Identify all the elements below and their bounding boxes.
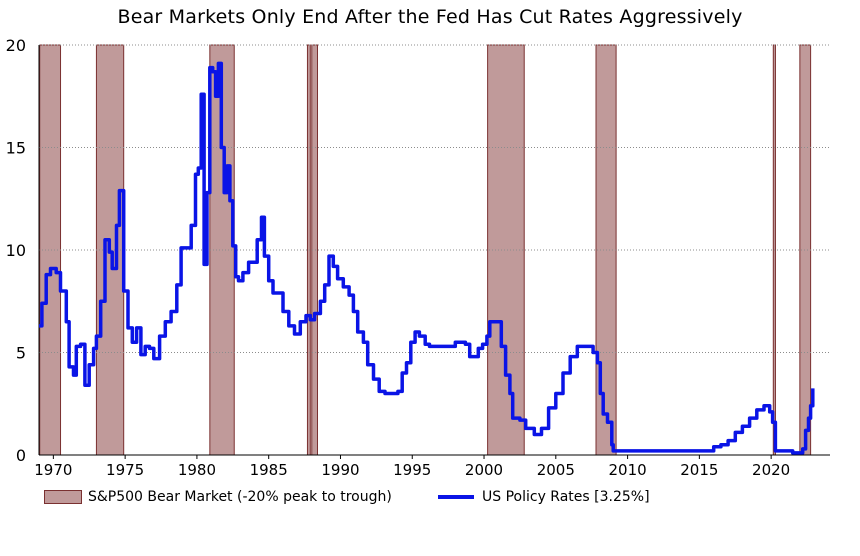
x-tick-label: 2005 bbox=[537, 461, 575, 479]
bear-market-bands bbox=[39, 44, 812, 456]
x-tick-label: 1985 bbox=[250, 461, 288, 479]
x-tick-label: 1995 bbox=[393, 461, 431, 479]
gridlines bbox=[39, 44, 830, 353]
y-tick-label: 20 bbox=[6, 36, 26, 55]
x-tick-label: 2015 bbox=[680, 461, 718, 479]
chart-title: Bear Markets Only End After the Fed Has … bbox=[117, 6, 743, 28]
policy-rate-swatch bbox=[438, 495, 474, 499]
y-tick-label: 15 bbox=[6, 139, 26, 158]
policy-rate-line bbox=[39, 61, 815, 455]
x-tick-label: 1980 bbox=[178, 461, 216, 479]
tick-labels: 0 5 10 15 20 1970 1975 1980 1985 1990 1995 2000 2005… bbox=[6, 36, 791, 479]
bear-market-band bbox=[487, 44, 525, 456]
x-tick-label: 1975 bbox=[106, 461, 144, 479]
x-tick-label: 2000 bbox=[465, 461, 503, 479]
legend-item-policy-rates: US Policy Rates [3.25%] bbox=[438, 489, 650, 505]
x-tick-label: 2010 bbox=[608, 461, 646, 479]
rate-line-layer bbox=[39, 61, 815, 455]
x-tick-label: 2020 bbox=[752, 461, 790, 479]
y-tick-label: 0 bbox=[16, 446, 26, 465]
legend-label-bear-market: S&P500 Bear Market (-20% peak to trough) bbox=[88, 489, 392, 505]
legend-item-bear-market: S&P500 Bear Market (-20% peak to trough) bbox=[44, 489, 392, 505]
y-tick-label: 10 bbox=[6, 241, 26, 260]
x-tick-label: 1990 bbox=[321, 461, 359, 479]
bear-market-swatch bbox=[44, 490, 82, 504]
axes bbox=[38, 45, 830, 459]
x-tick-label: 1970 bbox=[34, 461, 72, 479]
y-tick-label: 5 bbox=[16, 344, 26, 363]
legend-label-policy-rates: US Policy Rates [3.25%] bbox=[482, 489, 650, 505]
